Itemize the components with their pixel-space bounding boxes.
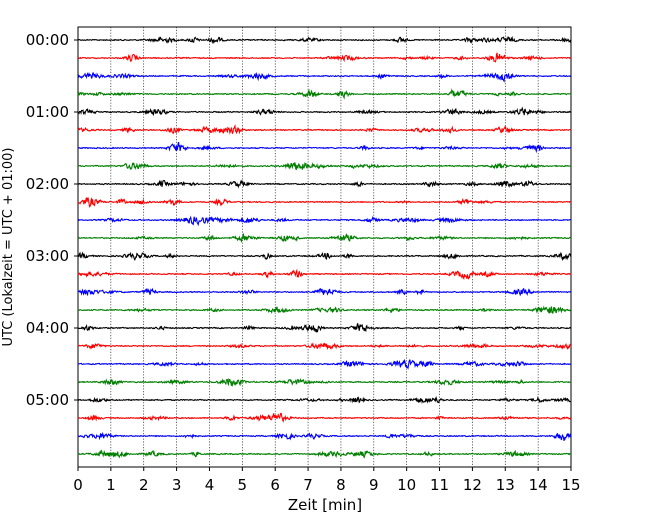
grid-lines bbox=[110, 27, 539, 467]
x-tick-label: 1 bbox=[106, 476, 116, 494]
seismic-trace bbox=[77, 342, 572, 350]
seismic-trace bbox=[78, 52, 572, 63]
y-axis-label: UTC (Lokalzeit = UTC + 01:00) bbox=[1, 148, 16, 347]
x-tick-label: 8 bbox=[336, 476, 346, 494]
seismic-trace bbox=[77, 395, 572, 405]
x-tick-label: 13 bbox=[496, 476, 515, 494]
x-tick-label: 14 bbox=[529, 476, 548, 494]
x-tick-label: 0 bbox=[73, 476, 83, 494]
seismic-trace bbox=[77, 431, 572, 441]
x-tick-label: 6 bbox=[270, 476, 280, 494]
seismic-trace bbox=[77, 179, 572, 189]
seismic-trace bbox=[77, 449, 572, 459]
x-tick-label: 10 bbox=[397, 476, 416, 494]
seismic-trace bbox=[77, 88, 572, 100]
seismic-trace bbox=[77, 323, 572, 334]
x-tick-label: 4 bbox=[205, 476, 215, 494]
x-tick-label: 2 bbox=[139, 476, 149, 494]
seismic-trace bbox=[77, 124, 572, 135]
seismic-trace bbox=[77, 215, 572, 227]
seismic-trace bbox=[77, 358, 572, 370]
seismic-trace bbox=[77, 141, 572, 154]
y-tick-label: 01:00 bbox=[26, 103, 69, 121]
seismic-trace bbox=[77, 287, 572, 297]
y-tick-label: 02:00 bbox=[26, 175, 69, 193]
x-tick-label: 7 bbox=[303, 476, 313, 494]
seismic-trace bbox=[77, 196, 572, 208]
x-tick-label: 12 bbox=[463, 476, 482, 494]
seismic-trace bbox=[77, 268, 572, 280]
y-tick-label: 00:00 bbox=[26, 31, 69, 49]
x-tick-label: 5 bbox=[238, 476, 248, 494]
seismic-traces bbox=[77, 35, 572, 459]
x-tick-label: 3 bbox=[172, 476, 182, 494]
seismic-trace bbox=[77, 377, 572, 387]
y-tick-label: 04:00 bbox=[26, 319, 69, 337]
y-axis-ticks: 00:00 01:00 02:00 03:00 04:00 05:00 bbox=[26, 31, 78, 409]
y-tick-label: 03:00 bbox=[26, 247, 69, 265]
seismic-trace bbox=[77, 305, 572, 314]
x-tick-label: 15 bbox=[561, 476, 580, 494]
plot-frame bbox=[77, 26, 572, 468]
seismic-trace bbox=[77, 35, 572, 45]
seismic-trace bbox=[77, 71, 572, 83]
x-axis-ticks: 0 1 2 3 4 5 6 7 8 9 10 11 12 13 14 15 bbox=[73, 467, 581, 494]
seismic-trace bbox=[77, 232, 572, 243]
x-tick-label: 11 bbox=[430, 476, 449, 494]
seismic-trace bbox=[77, 412, 572, 423]
seismic-trace bbox=[77, 106, 572, 117]
seismic-trace bbox=[77, 251, 572, 262]
x-axis-label: Zeit [min] bbox=[288, 496, 362, 514]
seismic-trace bbox=[77, 161, 572, 171]
x-tick-label: 9 bbox=[369, 476, 379, 494]
y-tick-label: 05:00 bbox=[26, 391, 69, 409]
